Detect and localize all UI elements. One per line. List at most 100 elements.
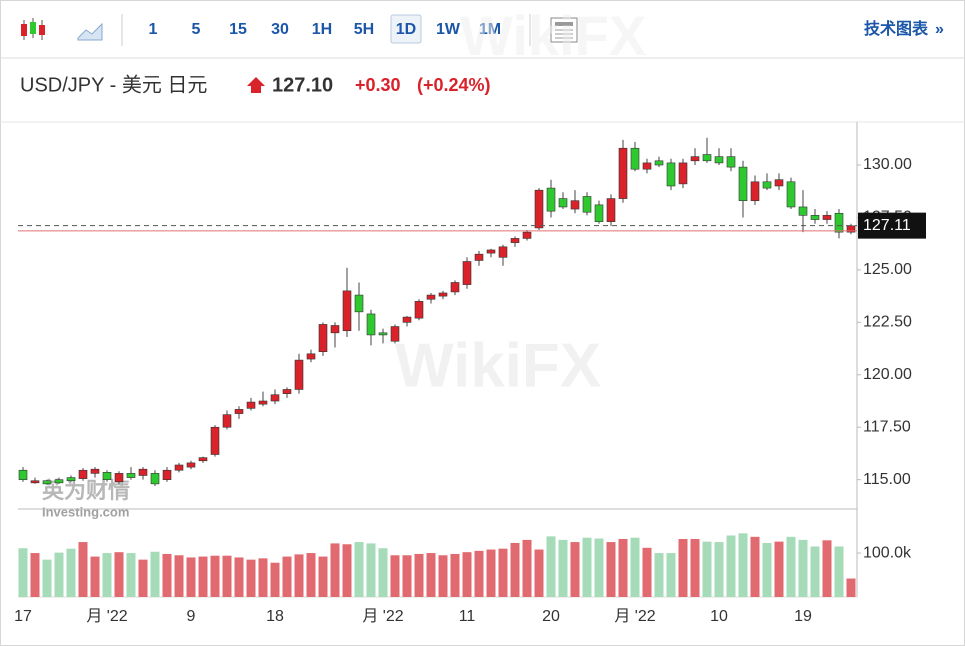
volume-bar: [618, 539, 628, 597]
volume-bar: [750, 536, 760, 597]
volume-bar: [114, 552, 124, 597]
volume-bar: [354, 542, 364, 597]
x-tick-label: 9: [187, 608, 196, 625]
candle-body: [690, 156, 700, 162]
candle-body: [210, 426, 220, 455]
volume-bar: [330, 543, 340, 597]
candle-body: [90, 468, 100, 474]
candle-body: [654, 160, 664, 166]
layout-icon[interactable]: [550, 17, 578, 43]
volume-bar: [438, 555, 448, 597]
candle-body: [498, 246, 508, 258]
interval-button[interactable]: 1: [149, 21, 158, 38]
interval-button[interactable]: 1D: [396, 21, 416, 38]
candle-body: [150, 473, 160, 485]
volume-bar: [606, 542, 616, 597]
up-arrow: [247, 77, 265, 93]
candle-body: [294, 359, 304, 390]
volume-bar: [666, 553, 676, 597]
interval-button[interactable]: 1W: [436, 21, 461, 38]
candle-body: [318, 324, 328, 353]
volume-bar: [270, 562, 280, 597]
volume-bar: [546, 536, 556, 597]
volume-bar: [54, 552, 64, 597]
watermark: WikiFX: [395, 331, 601, 400]
volume-bar: [834, 546, 844, 597]
candle-body: [342, 290, 352, 332]
candle-body: [306, 353, 316, 360]
interval-button[interactable]: 1H: [312, 21, 332, 38]
watermark: WikiFX: [460, 4, 646, 67]
x-tick-label: 月 '22: [86, 608, 127, 625]
candle-body: [630, 147, 640, 170]
volume-bar: [306, 553, 316, 597]
volume-bar: [810, 546, 820, 597]
candle-body: [54, 479, 64, 484]
volume-bar: [822, 540, 832, 597]
symbol: USD/JPY - 美元 日元: [20, 73, 207, 96]
interval-button[interactable]: 30: [271, 21, 289, 38]
candle-icon[interactable]: [21, 18, 45, 40]
candle-body: [642, 162, 652, 170]
volume-bar: [366, 543, 376, 597]
volume-bar: [378, 548, 388, 597]
candle-body: [534, 189, 544, 229]
candle-body: [174, 464, 184, 471]
volume-bar: [18, 548, 28, 597]
candle-body: [750, 181, 760, 201]
last-price-badge: [858, 212, 926, 239]
candle-body: [666, 162, 676, 187]
logo-en: Investing.com: [42, 504, 129, 519]
interval-button[interactable]: 15: [229, 21, 247, 38]
volume-bar: [594, 538, 604, 597]
candle-body: [378, 332, 388, 336]
x-tick-label: 17: [14, 608, 32, 625]
volume-bar: [774, 541, 784, 597]
candle-body: [390, 326, 400, 342]
x-tick-label: 10: [710, 608, 728, 625]
candle-body: [78, 469, 88, 479]
candle-body: [522, 231, 532, 239]
volume-bar: [582, 537, 592, 597]
interval-button[interactable]: 5H: [354, 21, 374, 38]
volume-bar: [786, 536, 796, 597]
interval-button[interactable]: 1M: [479, 21, 501, 38]
link-arrow[interactable]: »: [935, 21, 944, 38]
volume-bar: [342, 544, 352, 597]
volume-bar: [846, 578, 856, 597]
volume-bar: [294, 554, 304, 597]
candle-body: [822, 215, 832, 220]
interval-button[interactable]: 5: [192, 21, 201, 38]
y-tick-label: 120.00: [863, 366, 912, 383]
technical-chart-link[interactable]: 技术图表: [864, 19, 929, 38]
volume-bar: [702, 541, 712, 597]
candle-body: [402, 316, 412, 323]
volume-bar: [222, 555, 232, 597]
volume-bar: [42, 559, 52, 597]
candle-body: [126, 473, 136, 478]
candle-body: [438, 292, 448, 297]
volume-bar: [714, 542, 724, 597]
candle-body: [426, 294, 436, 300]
volume-bar: [474, 550, 484, 597]
candle-body: [618, 147, 628, 199]
volume-bar: [426, 553, 436, 597]
candle-body: [486, 249, 496, 254]
price: 127.10: [272, 74, 333, 96]
y-tick-label: 122.50: [863, 314, 912, 331]
volume-bar: [174, 555, 184, 597]
candle-body: [702, 154, 712, 162]
x-tick-label: 月 '22: [614, 608, 655, 625]
line-icon[interactable]: [77, 22, 103, 41]
volume-bar: [690, 539, 700, 597]
change-pct: (+0.24%): [417, 75, 491, 95]
volume-bar: [186, 557, 196, 597]
volume-bar: [630, 537, 640, 597]
volume-bar: [534, 549, 544, 597]
volume-bar: [654, 553, 664, 597]
volume-bar: [678, 539, 688, 597]
y-tick-label: 125.00: [863, 261, 912, 278]
volume-bar: [570, 542, 580, 597]
